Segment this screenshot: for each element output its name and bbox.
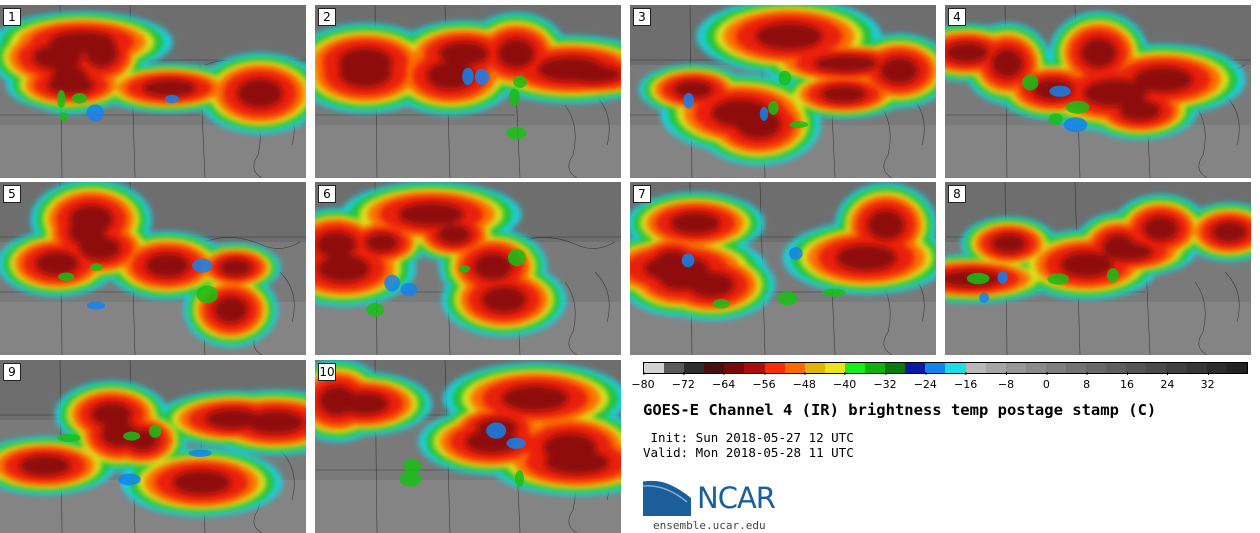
panel-number-label: 6	[318, 185, 336, 203]
figure-title: GOES-E Channel 4 (IR) brightness temp po…	[643, 401, 1157, 419]
colorbar-segment	[985, 363, 1006, 373]
colorbar-segment	[744, 363, 765, 373]
colorbar-segment	[1065, 363, 1087, 373]
init-time: Init: Sun 2018-05-27 12 UTC	[643, 430, 854, 445]
website-url[interactable]: ensemble.ucar.edu	[653, 519, 766, 532]
colorbar-segment	[764, 363, 785, 373]
colorbar-segment	[1226, 363, 1247, 373]
panel-number-label: 8	[948, 185, 966, 203]
colorbar-tick-label: −24	[914, 372, 937, 391]
colorbar-tick-label: −80	[631, 372, 655, 391]
satellite-map-icon	[315, 5, 621, 178]
colorbar-tick-label: 24	[1160, 372, 1174, 391]
satellite-map-icon	[945, 5, 1251, 178]
colorbar-segment	[1106, 363, 1127, 373]
colorbar-segment	[644, 363, 665, 373]
colorbar-tick-label: 16	[1120, 372, 1134, 391]
postage-stamp-panel: 10	[315, 360, 621, 533]
colorbar-segment	[1186, 363, 1207, 373]
colorbar-tick-label: −64	[712, 372, 735, 391]
ncar-logo-text: NCAR	[697, 481, 776, 515]
colorbar-segment	[704, 363, 725, 373]
colorbar-segment	[664, 363, 685, 373]
panel-number-label: 7	[633, 185, 651, 203]
postage-stamp-panel: 2	[315, 5, 621, 178]
colorbar-segment	[865, 363, 886, 373]
panel-number-label: 4	[948, 8, 966, 26]
satellite-map-icon	[315, 182, 621, 355]
colorbar-segment	[1206, 363, 1227, 373]
colorbar-tick-label: −48	[793, 372, 816, 391]
colorbar-tick-label: −16	[954, 372, 977, 391]
colorbar-tick-label: 0	[1043, 372, 1050, 391]
colorbar-segment	[1086, 363, 1107, 373]
ncar-logo-icon	[643, 477, 694, 516]
colorbar-segment	[1005, 363, 1026, 373]
colorbar-segment	[1045, 363, 1066, 373]
postage-stamp-panel: 5	[0, 182, 306, 355]
colorbar-segment	[1126, 363, 1147, 373]
panel-number-label: 1	[3, 8, 21, 26]
colorbar-segment	[905, 363, 926, 373]
panel-number-label: 10	[318, 363, 336, 381]
panel-number-label: 9	[3, 363, 21, 381]
colorbar-tick-label: −56	[752, 372, 776, 391]
colorbar-segment	[784, 363, 805, 373]
satellite-map-icon	[315, 360, 621, 533]
colorbar-tick-label: −8	[998, 372, 1014, 391]
colorbar-segment	[804, 363, 825, 373]
satellite-map-icon	[630, 182, 936, 355]
colorbar-tick-label: −32	[873, 372, 897, 391]
panel-number-label: 5	[3, 185, 21, 203]
satellite-map-icon	[945, 182, 1251, 355]
panel-number-label: 3	[633, 8, 651, 26]
colorbar-segment	[684, 363, 705, 373]
colorbar-segment	[925, 363, 946, 373]
colorbar-tick-label: 8	[1083, 372, 1090, 391]
postage-stamp-panel: 8	[945, 182, 1251, 355]
colorbar-tick-label: −72	[672, 372, 695, 391]
colorbar-segment	[1166, 363, 1187, 373]
colorbar-segment	[844, 363, 866, 373]
colorbar-segment	[724, 363, 745, 373]
colorbar-tick-label: 32	[1201, 372, 1215, 391]
valid-time: Valid: Mon 2018-05-28 11 UTC	[643, 445, 854, 460]
satellite-map-icon	[630, 5, 936, 178]
colorbar-segment	[1146, 363, 1167, 373]
postage-stamp-panel: 7	[630, 182, 936, 355]
postage-stamp-panel: 1	[0, 5, 306, 178]
postage-stamp-panel: 3	[630, 5, 936, 178]
satellite-map-icon	[0, 360, 306, 533]
colorbar-segment	[824, 363, 845, 373]
colorbar-bar	[643, 362, 1248, 374]
satellite-map-icon	[0, 182, 306, 355]
colorbar-segment	[965, 363, 986, 373]
colorbar-tick-label: −40	[833, 372, 856, 391]
colorbar-segment	[945, 363, 966, 373]
panel-number-label: 2	[318, 8, 336, 26]
postage-stamp-panel: 6	[315, 182, 621, 355]
colorbar-segment	[1025, 363, 1046, 373]
postage-stamp-panel: 4	[945, 5, 1251, 178]
satellite-map-icon	[0, 5, 306, 178]
colorbar-segment	[885, 363, 906, 373]
colorbar: −80 −72 −64 −56 −48 −40 −32 −24 −16 −8 0 8 16 24 32	[631, 362, 1248, 392]
colorbar-ticks: −80 −72 −64 −56 −48 −40 −32 −24 −16 −8 0 8 16 24 32	[631, 372, 1248, 392]
postage-stamp-panel: 9	[0, 360, 306, 533]
